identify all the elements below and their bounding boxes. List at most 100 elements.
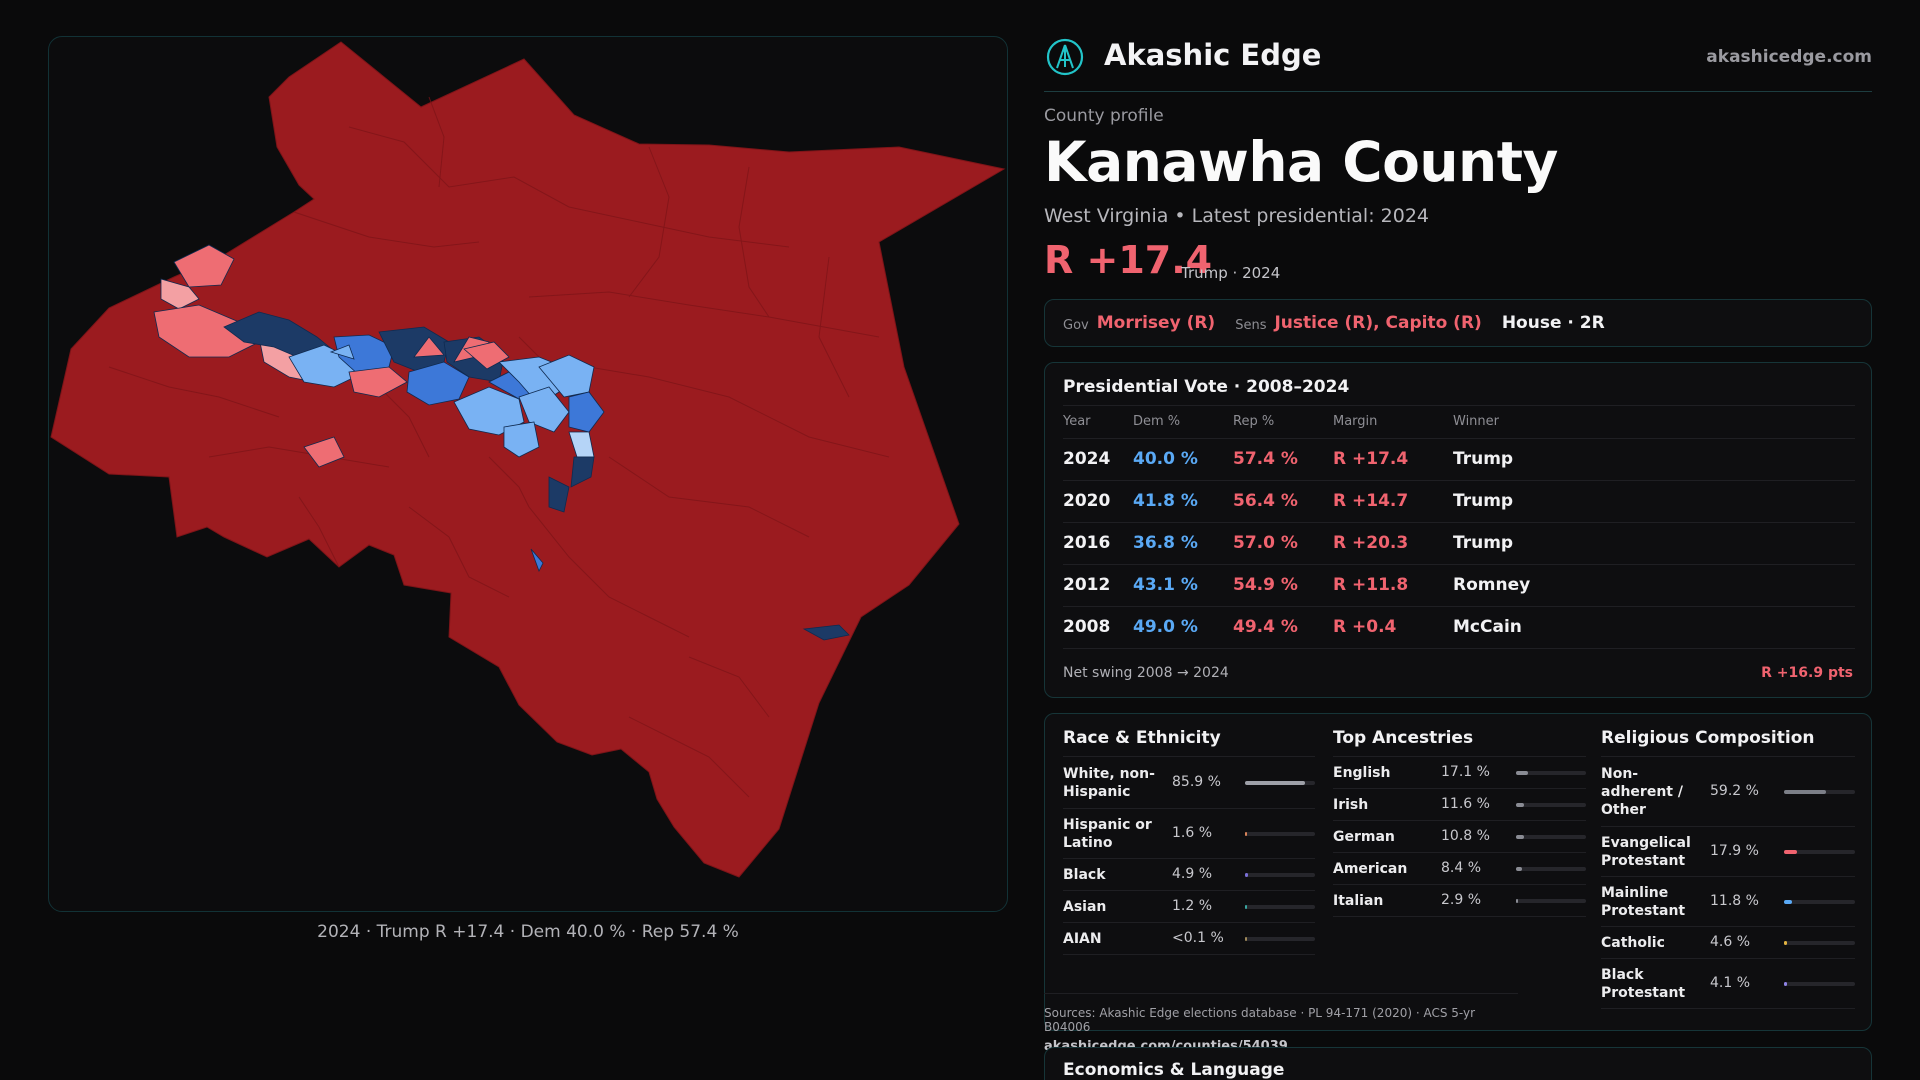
cell-year: 2024 <box>1063 449 1111 469</box>
urban-precincts <box>153 244 850 641</box>
precinct-dark-blue <box>548 476 570 513</box>
precinct-light-blue <box>503 421 540 458</box>
item-value: 11.6 % <box>1441 796 1490 812</box>
eyebrow-label: County profile <box>1044 106 1164 126</box>
item-label: Mainline Protestant <box>1601 885 1686 919</box>
share-bar-fill <box>1245 832 1247 836</box>
share-bar-track <box>1516 771 1586 775</box>
list-item: White, non-Hispanic 85.9 % <box>1063 757 1315 809</box>
share-bar-track <box>1245 873 1315 877</box>
precinct-light-blue <box>453 386 525 436</box>
akashic-logo-icon <box>1046 38 1084 76</box>
cell-dem: 43.1 % <box>1133 575 1198 595</box>
headline-margin: R +17.4 <box>1044 238 1213 282</box>
demographics-card: Race & Ethnicity White, non-Hispanic 85.9… <box>1044 713 1872 1031</box>
table-row: 2020 41.8 % 56.4 % R +14.7 Trump <box>1063 481 1855 523</box>
precinct-map-svg[interactable] <box>49 37 1008 912</box>
share-bar-fill <box>1245 873 1249 877</box>
item-label: Italian <box>1333 893 1384 909</box>
share-bar-track <box>1784 900 1855 904</box>
item-value: 17.1 % <box>1441 764 1490 780</box>
gov-key: Gov <box>1063 317 1089 333</box>
table-row: 2016 36.8 % 57.0 % R +20.3 Trump <box>1063 523 1855 565</box>
list-item: Hispanic or Latino 1.6 % <box>1063 809 1315 859</box>
share-bar-fill <box>1516 867 1522 871</box>
share-bar-track <box>1516 899 1586 903</box>
share-bar-track <box>1245 937 1315 941</box>
sources-line: Sources: Akashic Edge elections database… <box>1044 1006 1476 1034</box>
economics-card[interactable]: Economics & Language <box>1044 1047 1872 1080</box>
share-bar-fill <box>1245 905 1247 909</box>
item-label: American <box>1333 861 1408 877</box>
brand-header: Akashic Edge akashicedge.com <box>1044 36 1872 92</box>
item-label: Asian <box>1063 899 1107 915</box>
precinct-pale-red <box>160 278 200 310</box>
share-bar-track <box>1784 850 1855 854</box>
cell-year: 2020 <box>1063 491 1111 511</box>
item-label: Irish <box>1333 797 1369 813</box>
item-value: 11.8 % <box>1710 893 1759 909</box>
precinct-light-blue <box>538 354 595 398</box>
brand-url-link[interactable]: akashicedge.com <box>1706 47 1872 67</box>
cell-winner: Trump <box>1453 491 1514 511</box>
cell-year: 2016 <box>1063 533 1111 553</box>
sources-footer: Sources: Akashic Edge elections database… <box>1044 993 1518 1054</box>
precinct-light-red <box>348 366 408 398</box>
share-bar-track <box>1784 941 1855 945</box>
map-caption: 2024 · Trump R +17.4 · Dem 40.0 % · Rep … <box>317 922 739 942</box>
cell-margin: R +0.4 <box>1333 617 1397 637</box>
list-item: Italian 2.9 % <box>1333 885 1586 917</box>
page-subtitle: West Virginia • Latest presidential: 202… <box>1044 205 1429 227</box>
precinct-mid-blue <box>406 361 470 406</box>
cell-dem: 49.0 % <box>1133 617 1198 637</box>
cell-margin: R +17.4 <box>1333 449 1409 469</box>
item-value: 85.9 % <box>1172 774 1221 790</box>
share-bar-fill <box>1245 781 1306 785</box>
precinct-dark-blue <box>802 624 850 641</box>
senators-key: Sens <box>1235 317 1267 333</box>
item-value: 59.2 % <box>1710 783 1759 799</box>
page-title: Kanawha County <box>1044 130 1558 194</box>
cell-year: 2008 <box>1063 617 1111 637</box>
precinct-light-red <box>173 244 235 288</box>
religion-title: Religious Composition <box>1601 728 1815 748</box>
share-bar-fill <box>1784 850 1797 854</box>
item-value: 1.6 % <box>1172 825 1213 841</box>
item-value: 1.2 % <box>1172 898 1213 914</box>
race-title: Race & Ethnicity <box>1063 728 1221 748</box>
table-row: 2008 49.0 % 49.4 % R +0.4 McCain <box>1063 607 1855 649</box>
list-item: AIAN <0.1 % <box>1063 923 1315 955</box>
item-label: Black Protestant <box>1601 967 1686 1001</box>
item-label: Evangelical Protestant <box>1601 835 1691 869</box>
item-label: Non-adherent / Other <box>1601 766 1683 818</box>
precinct-light-red <box>153 304 260 358</box>
item-label: AIAN <box>1063 931 1102 947</box>
item-label: German <box>1333 829 1395 845</box>
share-bar-fill <box>1784 941 1788 945</box>
precinct-light-red <box>413 336 445 358</box>
share-bar-fill <box>1784 790 1827 794</box>
header-rep: Rep % <box>1233 414 1275 429</box>
cell-dem: 40.0 % <box>1133 449 1198 469</box>
list-item: Irish 11.6 % <box>1333 789 1586 821</box>
section-divider <box>1601 756 1855 757</box>
item-label: English <box>1333 765 1391 781</box>
brand-name: Akashic Edge <box>1104 38 1322 72</box>
item-value: 4.9 % <box>1172 866 1213 882</box>
cell-rep: 54.9 % <box>1233 575 1298 595</box>
share-bar-track <box>1516 803 1586 807</box>
table-row: 2012 43.1 % 54.9 % R +11.8 Romney <box>1063 565 1855 607</box>
house-value: House · 2R <box>1501 313 1605 333</box>
county-map[interactable] <box>48 36 1008 912</box>
item-value: 4.1 % <box>1710 975 1751 991</box>
net-swing-value: R +16.9 pts <box>1761 665 1853 681</box>
cell-dem: 36.8 % <box>1133 533 1198 553</box>
county-outline <box>50 41 1006 878</box>
list-item: German 10.8 % <box>1333 821 1586 853</box>
share-bar-track <box>1516 835 1586 839</box>
precinct-light-red <box>463 341 510 370</box>
header-winner: Winner <box>1453 414 1500 429</box>
cell-rep: 57.0 % <box>1233 533 1298 553</box>
precinct-light-blue <box>329 344 355 360</box>
officials-bar: Gov Morrisey (R) Sens Justice (R), Capit… <box>1044 299 1872 347</box>
